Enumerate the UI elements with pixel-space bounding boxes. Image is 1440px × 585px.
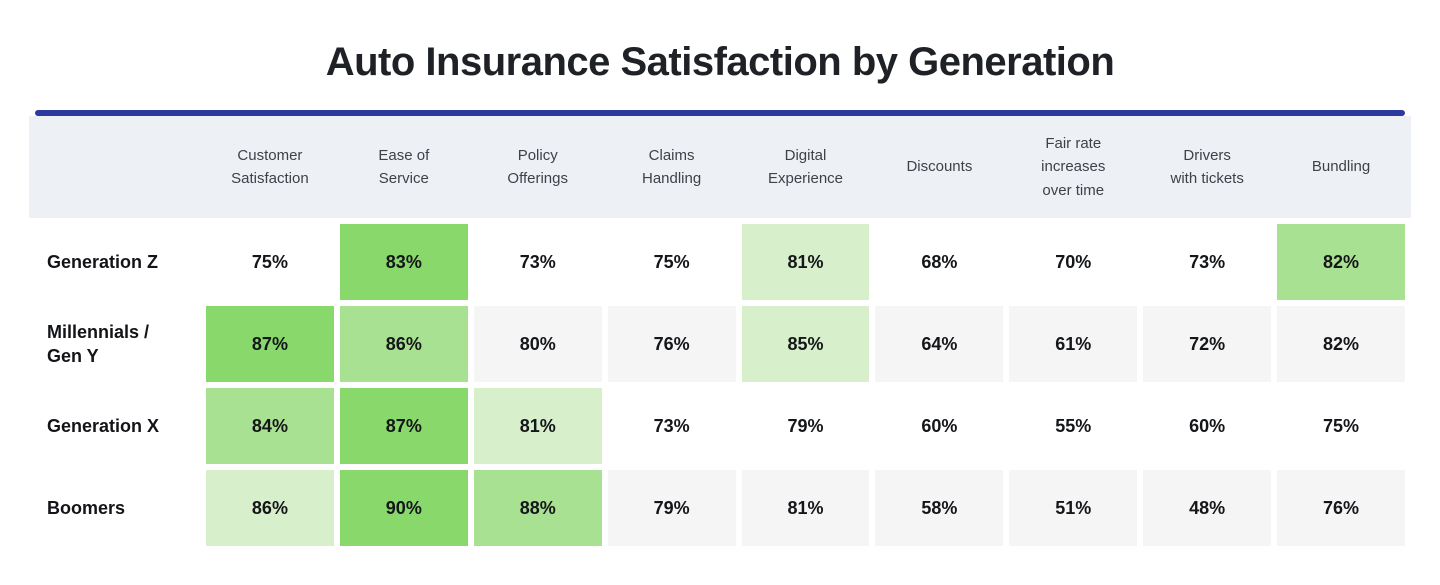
satisfaction-table: Customer Satisfaction Ease of Service Poli… — [29, 110, 1411, 546]
accent-rule — [35, 110, 1405, 116]
value-cell: 75% — [1277, 388, 1405, 464]
value-cell: 83% — [339, 224, 468, 300]
header-band — [29, 116, 1411, 218]
value-cell: 55% — [1009, 388, 1138, 464]
value-cell: 60% — [875, 388, 1004, 464]
header-cell: Digital Experience — [767, 146, 844, 187]
header-cell: Discounts — [906, 158, 973, 176]
value-cell: 70% — [1009, 224, 1138, 300]
value-cell: 86% — [339, 306, 468, 382]
value-cell: 82% — [1277, 306, 1405, 382]
page-title: Auto Insurance Satisfaction by Generatio… — [325, 40, 1115, 84]
value-cell: 81% — [473, 388, 602, 464]
header-cell: Fair rate increases over time — [1041, 135, 1106, 199]
header-corner-cell — [35, 116, 200, 218]
header-cell: Bundling — [1311, 158, 1371, 176]
value-cell: 81% — [741, 470, 870, 546]
value-cell: 90% — [339, 470, 468, 546]
header-cell: Customer Satisfaction — [231, 146, 309, 187]
value-cell: 81% — [741, 224, 870, 300]
value-cell: 75% — [607, 224, 736, 300]
row-label: Generation Z — [35, 224, 200, 300]
value-cell: 88% — [473, 470, 602, 546]
value-cell: 64% — [875, 306, 1004, 382]
header-cell: Policy Offerings — [507, 146, 568, 187]
value-cell: 87% — [339, 388, 468, 464]
header-cell: Claims Handling — [641, 146, 702, 187]
value-cell: 72% — [1143, 306, 1272, 382]
value-cell: 87% — [206, 306, 334, 382]
value-cell: 85% — [741, 306, 870, 382]
value-cell: 76% — [1277, 470, 1405, 546]
value-cell: 79% — [607, 470, 736, 546]
value-cell: 51% — [1009, 470, 1138, 546]
value-cell: 73% — [1143, 224, 1272, 300]
value-cell: 80% — [473, 306, 602, 382]
value-cell: 73% — [607, 388, 736, 464]
value-cell: 58% — [875, 470, 1004, 546]
header-cell: Ease of Service — [378, 146, 430, 187]
value-cell: 73% — [473, 224, 602, 300]
value-cell: 84% — [206, 388, 334, 464]
value-cell: 86% — [206, 470, 334, 546]
header-cell: Drivers with tickets — [1170, 146, 1244, 187]
value-cell: 79% — [741, 388, 870, 464]
value-cell: 75% — [206, 224, 334, 300]
value-cell: 68% — [875, 224, 1004, 300]
value-cell: 48% — [1143, 470, 1272, 546]
row-label: Boomers — [35, 470, 200, 546]
row-label: Millennials / Gen Y — [35, 306, 200, 382]
heatmap-grid: Customer Satisfaction Ease of Service Poli… — [29, 116, 1411, 546]
value-cell: 82% — [1277, 224, 1405, 300]
value-cell: 76% — [607, 306, 736, 382]
value-cell: 60% — [1143, 388, 1272, 464]
value-cell: 61% — [1009, 306, 1138, 382]
row-label: Generation X — [35, 388, 200, 464]
